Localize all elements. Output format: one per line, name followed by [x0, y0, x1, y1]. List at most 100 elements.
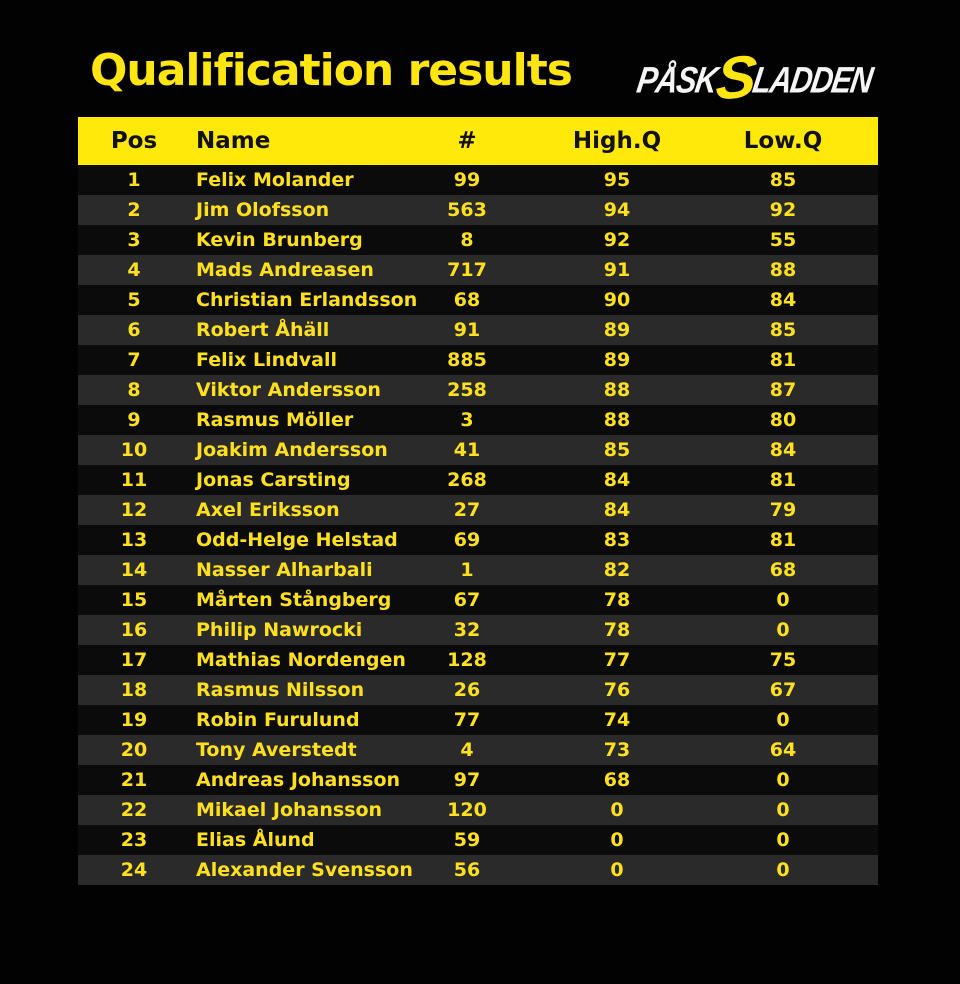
cell-lowq: 0 — [776, 859, 790, 881]
cell-number: 128 — [447, 649, 487, 671]
cell-pos: 5 — [127, 289, 141, 311]
cell-pos: 24 — [120, 859, 148, 881]
cell-highq: 95 — [603, 169, 631, 191]
column-header-name: Name — [196, 128, 271, 154]
cell-number: 32 — [453, 619, 481, 641]
cell-name: Mathias Nordengen — [196, 649, 406, 671]
table-row: 18 Rasmus Nilsson 26 76 67 — [78, 675, 878, 705]
table-row: 24 Alexander Svensson 56 0 0 — [78, 855, 878, 885]
cell-name: Rasmus Nilsson — [196, 679, 365, 701]
cell-highq: 0 — [610, 859, 624, 881]
cell-lowq: 85 — [769, 169, 797, 191]
cell-pos: 11 — [120, 469, 148, 491]
cell-pos: 18 — [120, 679, 148, 701]
table-row: 1 Felix Molander 99 95 85 — [78, 165, 878, 195]
cell-highq: 76 — [603, 679, 631, 701]
cell-highq: 0 — [610, 829, 624, 851]
table-row: 12 Axel Eriksson 27 84 79 — [78, 495, 878, 525]
cell-name: Jim Olofsson — [196, 199, 330, 221]
cell-lowq: 67 — [769, 679, 797, 701]
table-row: 10 Joakim Andersson 41 85 84 — [78, 435, 878, 465]
cell-number: 717 — [447, 259, 487, 281]
cell-pos: 21 — [120, 769, 148, 791]
cell-lowq: 68 — [769, 559, 797, 581]
cell-number: 26 — [453, 679, 481, 701]
cell-number: 77 — [453, 709, 481, 731]
cell-pos: 3 — [127, 229, 141, 251]
results-table: Pos Name # High.Q Low.Q 1 Felix Molander… — [78, 117, 878, 885]
cell-name: Mikael Johansson — [196, 799, 383, 821]
cell-lowq: 84 — [769, 289, 797, 311]
cell-lowq: 0 — [776, 709, 790, 731]
table-row: 16 Philip Nawrocki 32 78 0 — [78, 615, 878, 645]
cell-highq: 84 — [603, 469, 631, 491]
page-title: Qualification results — [90, 45, 573, 96]
table-row: 7 Felix Lindvall 885 89 81 — [78, 345, 878, 375]
cell-number: 69 — [453, 529, 481, 551]
cell-pos: 20 — [120, 739, 148, 761]
cell-name: Axel Eriksson — [196, 499, 340, 521]
table-row: 11 Jonas Carsting 268 84 81 — [78, 465, 878, 495]
cell-lowq: 87 — [769, 379, 797, 401]
cell-number: 1 — [460, 559, 474, 581]
cell-lowq: 0 — [776, 799, 790, 821]
column-header-number: # — [457, 128, 477, 154]
cell-lowq: 84 — [769, 439, 797, 461]
cell-highq: 85 — [603, 439, 631, 461]
cell-lowq: 81 — [769, 529, 797, 551]
cell-name: Nasser Alharbali — [196, 559, 373, 581]
cell-highq: 78 — [603, 589, 631, 611]
cell-number: 120 — [447, 799, 487, 821]
cell-pos: 23 — [120, 829, 148, 851]
cell-lowq: 0 — [776, 619, 790, 641]
cell-pos: 10 — [120, 439, 148, 461]
cell-pos: 4 — [127, 259, 141, 281]
table-row: 21 Andreas Johansson 97 68 0 — [78, 765, 878, 795]
cell-highq: 82 — [603, 559, 631, 581]
cell-highq: 92 — [603, 229, 631, 251]
cell-number: 258 — [447, 379, 487, 401]
cell-highq: 68 — [603, 769, 631, 791]
table-row: 19 Robin Furulund 77 74 0 — [78, 705, 878, 735]
paasksladden-logo: PÅSK S LADDEN — [630, 42, 880, 112]
cell-name: Mårten Stångberg — [196, 589, 392, 611]
cell-highq: 88 — [603, 379, 631, 401]
table-row: 8 Viktor Andersson 258 88 87 — [78, 375, 878, 405]
cell-highq: 73 — [603, 739, 631, 761]
column-header-highq: High.Q — [572, 128, 662, 154]
cell-name: Rasmus Möller — [196, 409, 354, 431]
cell-number: 885 — [447, 349, 487, 371]
cell-pos: 22 — [120, 799, 148, 821]
cell-lowq: 81 — [769, 349, 797, 371]
table-row: 2 Jim Olofsson 563 94 92 — [78, 195, 878, 225]
cell-pos: 16 — [120, 619, 148, 641]
table-row: 5 Christian Erlandsson 68 90 84 — [78, 285, 878, 315]
table-row: 4 Mads Andreasen 717 91 88 — [78, 255, 878, 285]
table-row: 3 Kevin Brunberg 8 92 55 — [78, 225, 878, 255]
cell-name: Christian Erlandsson — [196, 289, 418, 311]
cell-pos: 14 — [120, 559, 148, 581]
cell-number: 67 — [453, 589, 481, 611]
cell-number: 59 — [453, 829, 481, 851]
cell-name: Viktor Andersson — [196, 379, 381, 401]
table-row: 17 Mathias Nordengen 128 77 75 — [78, 645, 878, 675]
table-row: 6 Robert Åhäll 91 89 85 — [78, 315, 878, 345]
cell-number: 3 — [460, 409, 474, 431]
table-row: 13 Odd-Helge Helstad 69 83 81 — [78, 525, 878, 555]
cell-highq: 77 — [603, 649, 631, 671]
logo-text-pask: PÅSK — [634, 58, 720, 101]
cell-lowq: 75 — [769, 649, 797, 671]
cell-highq: 91 — [603, 259, 631, 281]
cell-number: 99 — [453, 169, 481, 191]
cell-name: Felix Molander — [196, 169, 354, 191]
cell-highq: 94 — [603, 199, 631, 221]
cell-number: 268 — [447, 469, 487, 491]
cell-name: Elias Ålund — [196, 829, 315, 851]
cell-lowq: 85 — [769, 319, 797, 341]
cell-name: Alexander Svensson — [196, 859, 413, 881]
cell-number: 27 — [453, 499, 481, 521]
cell-name: Jonas Carsting — [196, 469, 351, 491]
cell-highq: 90 — [603, 289, 631, 311]
results-table-body: 1 Felix Molander 99 95 85 2 Jim Olofsson… — [78, 165, 878, 885]
